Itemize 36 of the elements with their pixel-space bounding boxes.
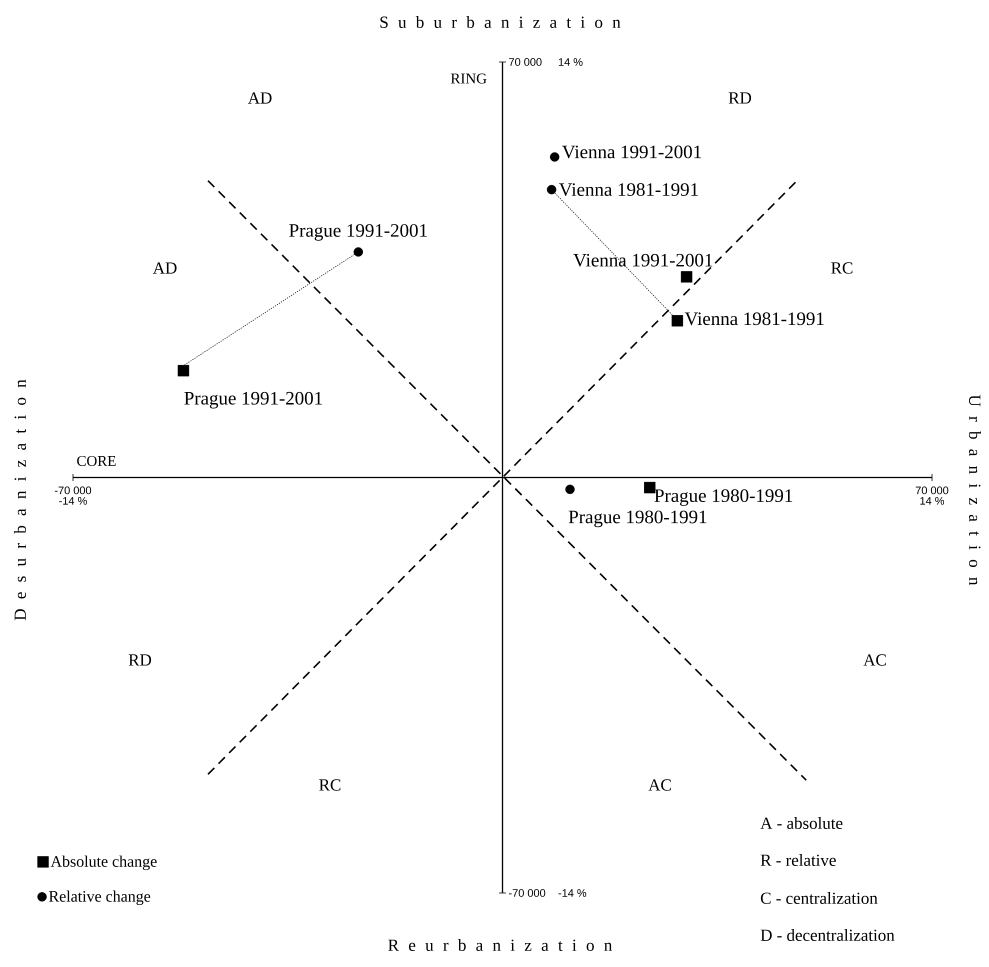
annotation: AC xyxy=(863,654,886,666)
point xyxy=(644,482,656,494)
annotation: AC xyxy=(648,779,671,791)
text: S u b u r b a n i z a t i o n xyxy=(380,16,620,28)
data-label: Prague 1980-1991 xyxy=(568,510,706,528)
data-label: Prague 1991-2001 xyxy=(184,392,322,409)
point xyxy=(565,484,575,494)
annotation: RD xyxy=(128,654,152,666)
annotation: AD xyxy=(248,92,272,104)
point xyxy=(680,271,692,283)
annotation: A - absolute xyxy=(760,817,842,829)
text: D e s u r b a n i z a t i o n xyxy=(14,380,26,620)
data-label: Prague 1991-2001 xyxy=(289,224,427,241)
annotation: AD xyxy=(152,262,177,274)
annotation: C - centralization xyxy=(760,892,878,904)
annotation: R - relative xyxy=(760,854,836,866)
annotation: RC xyxy=(831,262,852,274)
data-label: Vienna 1991-2001 xyxy=(573,254,712,267)
point xyxy=(672,315,684,326)
data-label: Vienna 1981-1991 xyxy=(684,312,824,326)
data-label: Prague 1980-1991 xyxy=(654,489,792,506)
legend-label: Relative change xyxy=(48,890,150,906)
text: R e u r b a n i z a t i o n xyxy=(388,939,612,951)
annotation: RD xyxy=(728,92,752,104)
y-axis-title: RING xyxy=(450,74,487,84)
data-label: Vienna 1981-1991 xyxy=(559,183,698,196)
point xyxy=(354,247,364,257)
point xyxy=(178,364,190,376)
text: U r b a n i z a t i o n xyxy=(969,394,981,586)
data-label: Vienna 1991-2001 xyxy=(562,146,701,158)
annotation: RC xyxy=(319,779,340,791)
point xyxy=(550,152,560,162)
legend-label: Absolute change xyxy=(50,856,157,870)
point xyxy=(546,184,556,194)
x-axis-title: CORE xyxy=(77,456,116,466)
text: D - decentralization xyxy=(760,929,894,941)
